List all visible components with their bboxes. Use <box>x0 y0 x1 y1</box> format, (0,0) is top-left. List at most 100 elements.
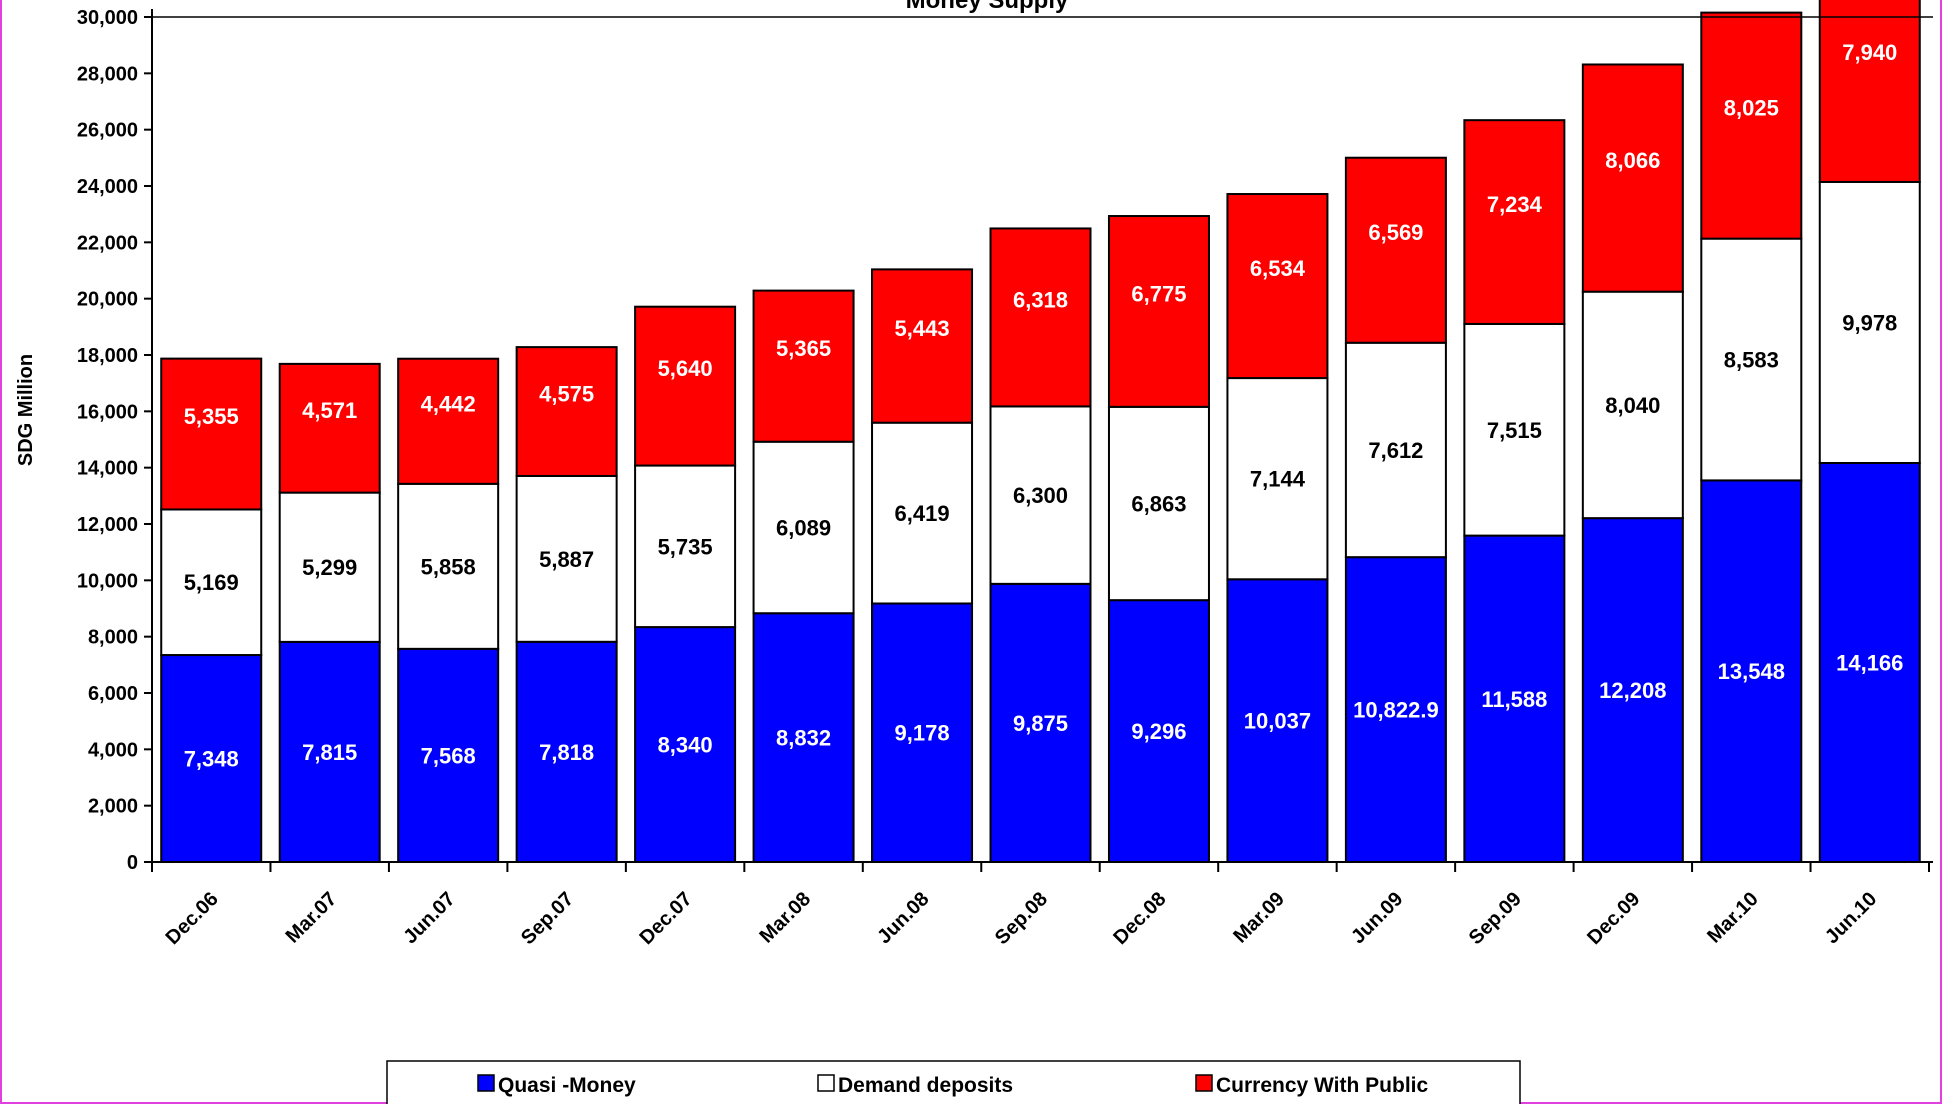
legend-swatch <box>1195 1074 1213 1092</box>
data-label: 5,355 <box>184 404 239 429</box>
bar-segment-quasi-money <box>1700 479 1803 863</box>
data-label: 7,348 <box>184 747 239 772</box>
data-label: 6,318 <box>1013 287 1068 312</box>
data-label: 9,178 <box>895 721 950 746</box>
data-label: 8,040 <box>1605 393 1660 418</box>
data-label: 7,234 <box>1487 192 1543 217</box>
data-label: 6,089 <box>776 515 831 540</box>
y-tick-label: 18,000 <box>77 345 138 367</box>
legend-label: Currency With Public <box>1216 1074 1428 1097</box>
legend-swatch <box>477 1074 495 1092</box>
bar-segment-currency-with-public <box>278 362 381 494</box>
data-label: 5,858 <box>421 554 476 579</box>
x-tick-label: Jun.07 <box>399 888 459 948</box>
x-tick-label: Jun.09 <box>1347 888 1407 948</box>
legend-swatch <box>817 1074 835 1092</box>
bar-segment-currency-with-public <box>871 268 974 424</box>
data-label: 4,575 <box>539 382 594 407</box>
data-label: 11,588 <box>1481 687 1547 712</box>
bar-segment-demand-deposits <box>278 491 381 643</box>
data-label: 7,818 <box>539 740 594 765</box>
bar-segment-demand-deposits <box>752 440 855 615</box>
data-label: 6,300 <box>1013 483 1068 508</box>
bar-segment-quasi-money <box>1463 534 1566 863</box>
bar-segment-demand-deposits <box>1344 341 1447 559</box>
data-label: 4,571 <box>302 398 357 423</box>
data-label: 8,340 <box>658 733 713 758</box>
bar-segment-quasi-money <box>634 626 737 864</box>
bar-segment-demand-deposits <box>989 405 1092 585</box>
bar-segment-quasi-money <box>989 582 1092 864</box>
data-label: 5,169 <box>184 570 239 595</box>
data-label: 7,815 <box>302 740 357 765</box>
x-tick-label: Dec.06 <box>162 888 223 949</box>
x-tick-label: Mar.09 <box>1229 888 1289 948</box>
data-label: 6,569 <box>1368 220 1423 245</box>
y-tick-label: 16,000 <box>77 401 138 423</box>
bar-segment-demand-deposits <box>1818 180 1921 464</box>
y-tick-label: 0 <box>127 852 138 874</box>
legend-box <box>386 1060 1521 1104</box>
bar-segment-currency-with-public <box>1344 156 1447 344</box>
data-label: 13,548 <box>1718 659 1785 684</box>
data-label: 9,875 <box>1013 711 1068 736</box>
data-label: 7,515 <box>1487 418 1542 443</box>
bar-segment-quasi-money <box>871 602 974 863</box>
data-label: 7,144 <box>1250 467 1306 492</box>
y-tick-label: 4,000 <box>88 739 138 761</box>
data-label: 9,296 <box>1131 719 1186 744</box>
x-tick-label: Dec.08 <box>1109 888 1170 949</box>
data-label: 12,208 <box>1599 678 1666 703</box>
y-tick-label: 26,000 <box>77 120 138 142</box>
bar-segment-demand-deposits <box>160 508 263 657</box>
y-tick-label: 28,000 <box>77 63 138 85</box>
bar-segment-demand-deposits <box>515 474 618 643</box>
legend: Quasi -Money Demand deposits Currency With… <box>386 1060 1521 1104</box>
bar-segment-currency-with-public <box>1463 119 1566 325</box>
x-tick-label: Mar.07 <box>282 888 342 948</box>
bar-segment-demand-deposits <box>1226 377 1329 581</box>
y-tick-label: 2,000 <box>88 796 138 818</box>
data-label: 7,612 <box>1368 438 1423 463</box>
bar-segment-demand-deposits <box>397 482 500 650</box>
y-tick-label: 20,000 <box>77 289 138 311</box>
data-label: 5,443 <box>895 316 950 341</box>
bar-segment-quasi-money <box>1818 461 1921 863</box>
bar-segment-currency-with-public <box>515 346 618 477</box>
y-tick-label: 6,000 <box>88 683 138 705</box>
x-tick-label: Jun.10 <box>1821 888 1881 948</box>
bar-segment-currency-with-public <box>989 227 1092 408</box>
data-label: 10,037 <box>1244 709 1311 734</box>
bar-segment-demand-deposits <box>634 464 737 629</box>
data-label: 14,166 <box>1836 650 1903 675</box>
data-label: 6,863 <box>1131 492 1186 517</box>
bar-segment-quasi-money <box>515 640 618 864</box>
bar-segment-currency-with-public <box>1107 215 1210 408</box>
data-label: 8,066 <box>1605 148 1660 173</box>
data-label: 5,365 <box>776 336 831 361</box>
x-tick-label: Mar.10 <box>1703 888 1763 948</box>
bar-segment-currency-with-public <box>397 357 500 485</box>
data-label: 5,735 <box>658 534 713 559</box>
bar-segment-quasi-money <box>1226 578 1329 863</box>
data-label: 5,640 <box>658 356 713 381</box>
x-tick-label: Dec.07 <box>635 888 696 949</box>
x-tick-label: Dec.09 <box>1583 888 1644 949</box>
bar-segment-currency-with-public <box>1581 63 1684 293</box>
data-label: 8,832 <box>776 726 831 751</box>
y-tick-label: 24,000 <box>77 176 138 198</box>
data-label: 8,025 <box>1724 96 1779 121</box>
y-tick-label: 12,000 <box>77 514 138 536</box>
bar-segment-currency-with-public <box>1226 193 1329 380</box>
data-label: 4,442 <box>421 391 476 416</box>
bar-segment-currency-with-public <box>160 357 263 511</box>
bar-segment-demand-deposits <box>1581 290 1684 520</box>
data-label: 5,887 <box>539 547 594 572</box>
plot-area: 7,348 5,169 5,355 7,815 5,299 4,571 7,568 5,858… <box>160 0 1921 864</box>
bar-segment-quasi-money <box>752 612 855 863</box>
y-tick-label: 10,000 <box>77 570 138 592</box>
x-tick-label: Jun.08 <box>873 888 933 948</box>
data-label: 8,583 <box>1724 348 1779 373</box>
bar-segment-demand-deposits <box>1700 237 1803 482</box>
